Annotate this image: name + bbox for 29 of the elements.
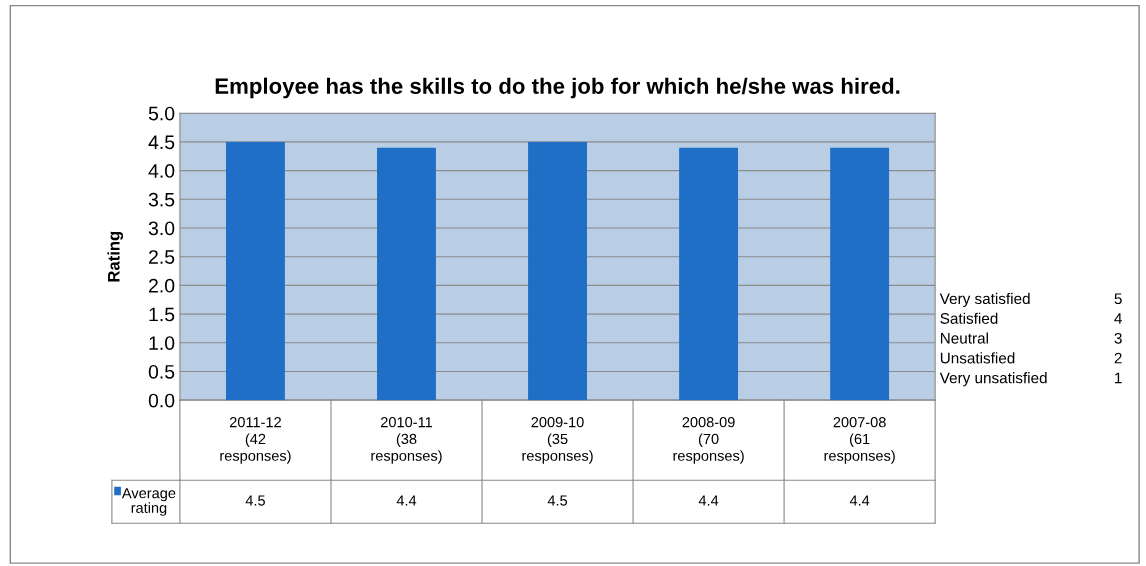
y-tick-label: 0.0	[148, 393, 175, 408]
x-tick-label: 2011-12 (42 responses)	[220, 417, 291, 464]
data-label: 4.4	[849, 495, 870, 506]
y-axis-title: Rating	[107, 231, 124, 282]
y-tick-label: 0.5	[148, 364, 175, 379]
y-tick-label: 4.5	[148, 135, 175, 150]
x-tick-label: 2010-11 (38 responses)	[371, 417, 442, 464]
text: Unsatisfied 2	[940, 352, 1122, 364]
data-label: 4.5	[245, 495, 265, 506]
text: Neutral 3	[940, 332, 1122, 344]
y-tick-label: 2.5	[149, 250, 175, 264]
y-tick-label: 3.0	[148, 221, 175, 236]
x-tick-label: 2008-09 (70 responses)	[673, 417, 744, 464]
text: Very unsatisfied 1	[939, 372, 1122, 387]
data-label: 4.4	[698, 495, 719, 506]
x-tick-label: 2007-08 (61 responses)	[824, 417, 895, 464]
y-tick-label: 1.5	[149, 307, 175, 322]
text: Very satisfied 5	[939, 292, 1122, 308]
legend-label: Average rating	[121, 488, 176, 516]
y-tick-label: 2.0	[149, 278, 175, 293]
y-tick-label: 4.0	[148, 164, 175, 178]
y-tick-label: 5.0	[148, 106, 175, 121]
y-tick-label: 1.0	[149, 336, 175, 351]
x-tick-label: 2009-10 (35 responses)	[522, 417, 593, 464]
text: Satisfied 4	[940, 312, 1122, 324]
y-tick-label: 3.5	[148, 192, 175, 207]
chart-title: Employee has the skills to do the job for which he/she was hired.	[215, 77, 900, 99]
data-label: 4.4	[396, 495, 417, 506]
data-label: 4.5	[547, 495, 568, 506]
